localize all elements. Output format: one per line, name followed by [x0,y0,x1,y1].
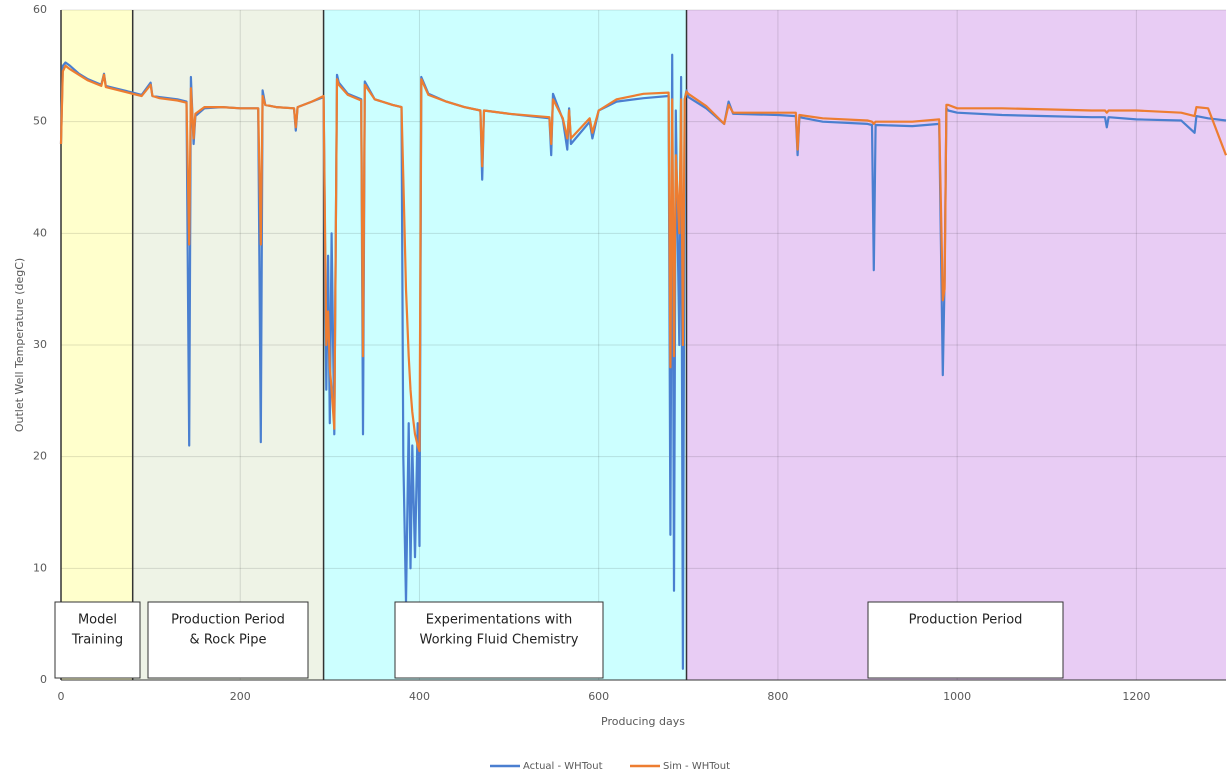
background [60,9,1226,681]
annotation-box [867,601,1064,679]
annotation-text: Experimentations with [426,613,572,628]
region [61,10,133,680]
y-axis-label: Outlet Well Temperature (degC) [13,258,26,432]
x-tick-label: 200 [230,690,251,703]
annotation-text: Working Fluid Chemistry [420,633,579,648]
annotation-text: & Rock Pipe [190,633,267,648]
annotation-text: Production Period [909,613,1023,628]
x-tick-label: 800 [767,690,788,703]
region [686,10,1226,680]
x-tick-label: 0 [58,690,65,703]
y-tick-label: 60 [33,3,47,16]
y-tick-label: 20 [33,450,47,463]
x-tick-label: 400 [409,690,430,703]
annotation-box [394,601,604,679]
legend-label: Actual - WHTout [523,761,603,772]
y-tick-label: 10 [33,561,47,574]
series-line [59,64,1227,453]
y-tick-label: 0 [40,673,47,686]
y-tick-label: 40 [33,226,47,239]
y-tick-label: 30 [33,338,47,351]
annotation-box [54,601,141,679]
region [132,10,324,680]
x-axis-label: Producing days [601,715,685,728]
x-tick-label: 600 [588,690,609,703]
annotation-text: Production Period [171,613,285,628]
y-tick-label: 50 [33,115,47,128]
legend-label: Sim - WHTout [663,761,730,772]
region [323,10,687,680]
x-tick-label: 1200 [1122,690,1150,703]
x-tick-label: 1000 [943,690,971,703]
annotation-text: Model [78,613,117,628]
annotation-box [147,601,309,679]
annotation-text: Training [71,633,123,648]
